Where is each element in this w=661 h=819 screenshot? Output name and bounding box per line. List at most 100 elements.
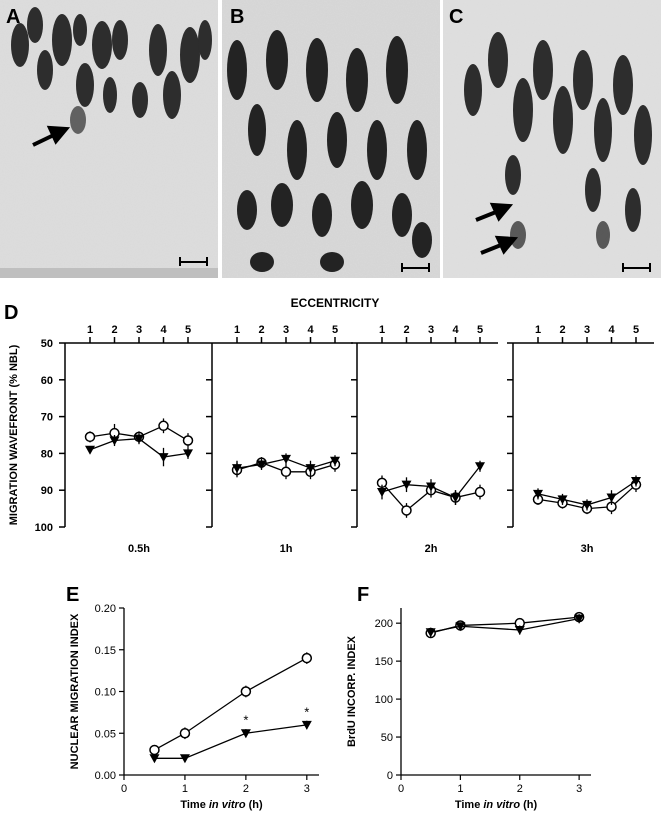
y-tick-label: 0.05 — [95, 728, 116, 740]
data-point — [455, 622, 466, 632]
x-tick-label: 2 — [243, 783, 249, 795]
y-tick-label: 0.20 — [95, 603, 116, 615]
x-tick-label: 5 — [332, 324, 338, 336]
micrograph-a — [0, 0, 218, 278]
x-tick-label: 2 — [403, 324, 409, 336]
x-axis-label: Time in vitro (h) — [455, 799, 538, 811]
data-point — [330, 456, 340, 466]
x-tick-label: 2 — [517, 783, 523, 795]
panel-label-c: C — [449, 6, 464, 28]
cell-nuclei — [227, 30, 432, 272]
x-tick-label: 1 — [535, 324, 541, 336]
subplot-label: 3h — [581, 543, 594, 555]
panel-label-d: D — [4, 302, 19, 324]
subplot: 1 2 3 4 5 0.5h — [59, 324, 206, 555]
x-tick-label: 5 — [633, 324, 639, 336]
x-tick-label: 1 — [87, 324, 93, 336]
x-tick-label: 0 — [398, 783, 404, 795]
chart-title: ECCENTRICITY — [291, 296, 380, 310]
data-point — [232, 464, 242, 474]
data-point — [514, 626, 525, 636]
data-point — [305, 464, 316, 474]
subplot: 1 2 3 4 5 3h — [507, 324, 654, 555]
y-tick-label: 0.15 — [95, 645, 116, 657]
x-tick-label: 2 — [111, 324, 117, 336]
x-tick-label: 1 — [234, 324, 240, 336]
panel-label-f: F — [357, 584, 370, 606]
data-point — [401, 480, 412, 490]
y-tick-label: 150 — [375, 656, 393, 668]
brdu-incorp-chart: 0 50 100 150 200 0 1 2 3 Time in vitro (h) BrdU IN… — [346, 608, 591, 811]
subplot-label: 2h — [425, 543, 438, 555]
data-point — [179, 754, 190, 764]
data-point — [149, 744, 160, 756]
series-line — [430, 616, 580, 634]
y-tick-label: 70 — [41, 412, 53, 424]
y-tick-label: 60 — [41, 375, 53, 387]
y-axis-label: MIGRATION WAVEFRONT (% NBL) — [8, 344, 20, 525]
data-point — [450, 493, 461, 503]
data-point — [557, 495, 568, 505]
data-point — [631, 477, 641, 486]
data-point — [134, 434, 144, 444]
cell-nuclei — [11, 7, 212, 134]
y-tick-label: 80 — [41, 448, 53, 460]
data-point — [158, 453, 169, 463]
series-line — [430, 617, 580, 633]
data-point — [240, 686, 252, 697]
data-point — [158, 420, 169, 432]
nuclear-migration-chart: 0.00 0.05 0.10 0.15 0.20 0 1 2 3 Time in vitro (h… — [69, 603, 319, 811]
y-tick-label: 90 — [41, 485, 53, 497]
eccentricity-wavefront-chart: ECCENTRICITY MIGRATION WAVEFRONT (% NBL) 5… — [8, 296, 654, 555]
y-tick-label: 50 — [381, 732, 393, 744]
data-point — [474, 486, 486, 498]
data-point — [183, 449, 193, 459]
arrow-icon — [32, 125, 71, 147]
x-tick-label: 3 — [584, 324, 590, 336]
y-tick-label: 0.10 — [95, 687, 116, 699]
data-point — [281, 454, 291, 464]
x-tick-label: 5 — [185, 324, 191, 336]
data-point — [109, 436, 120, 446]
significance-marker: * — [304, 704, 309, 719]
x-tick-label: 1 — [182, 783, 188, 795]
data-point — [256, 460, 267, 470]
x-tick-label: 4 — [608, 324, 615, 336]
x-tick-label: 4 — [452, 324, 459, 336]
y-tick-label: 100 — [375, 694, 393, 706]
x-tick-label: 1 — [379, 324, 385, 336]
data-point — [85, 445, 95, 455]
panel-label-e: E — [66, 584, 80, 606]
data-point — [149, 754, 160, 764]
x-tick-label: 2 — [559, 324, 565, 336]
data-point — [533, 489, 543, 499]
panel-label-a: A — [6, 6, 21, 28]
x-tick-label: 3 — [304, 783, 310, 795]
subplot-label: 0.5h — [128, 543, 150, 555]
y-tick-label: 50 — [41, 338, 53, 350]
x-tick-label: 3 — [576, 783, 582, 795]
x-tick-label: 5 — [477, 324, 483, 336]
y-tick-label: 200 — [375, 618, 393, 630]
subplot: 1 2 3 4 5 2h — [351, 324, 498, 555]
micrograph-c — [443, 0, 661, 278]
data-point — [240, 729, 251, 739]
data-point — [475, 462, 485, 472]
data-point — [301, 652, 313, 664]
arrow-icon — [475, 202, 514, 222]
subplot: 1 2 3 4 5 1h — [206, 324, 353, 555]
data-point — [574, 614, 585, 624]
x-tick-label: 2 — [258, 324, 264, 336]
x-tick-label: 3 — [136, 324, 142, 336]
data-point — [84, 431, 96, 443]
data-point — [606, 493, 617, 503]
data-point — [280, 466, 292, 478]
data-point — [182, 435, 194, 446]
y-axis-label: NUCLEAR MIGRATION INDEX — [69, 613, 81, 769]
x-axis-label: Time in vitro (h) — [180, 799, 263, 811]
y-tick-label: 100 — [35, 522, 53, 534]
y-tick-label: 0.00 — [95, 770, 116, 782]
x-tick-label: 4 — [160, 324, 167, 336]
data-point — [377, 488, 387, 498]
cell-nuclei — [464, 32, 652, 249]
